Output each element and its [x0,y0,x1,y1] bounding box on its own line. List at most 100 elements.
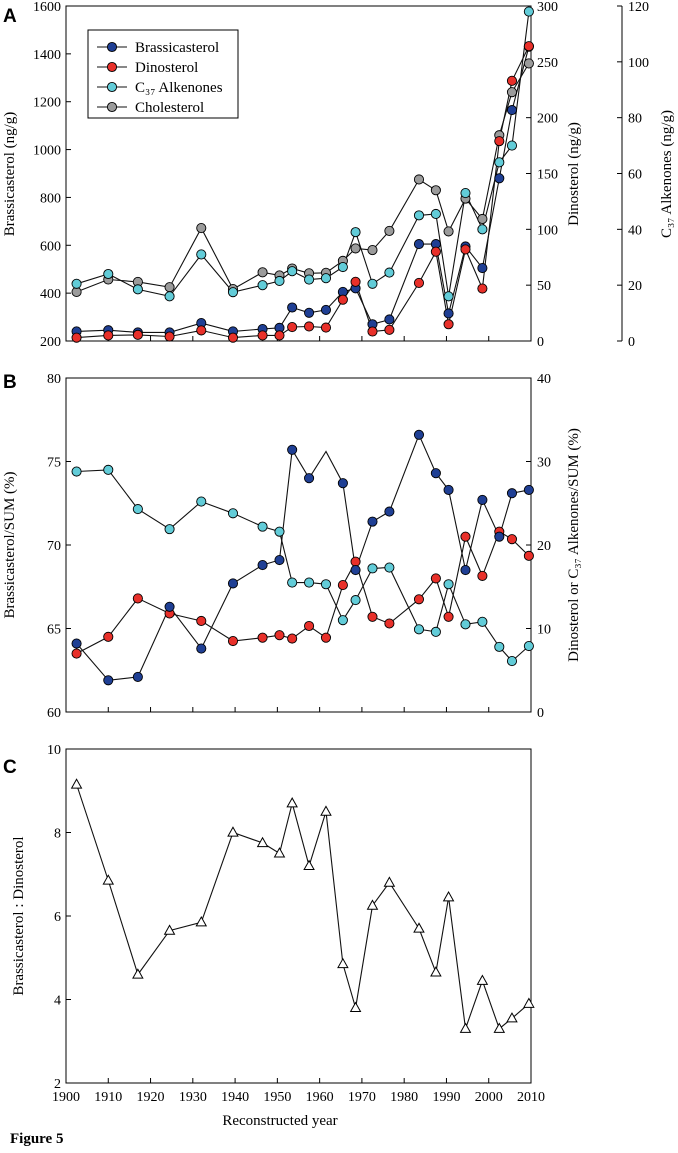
legend-marker-brassicasterol [106,41,118,53]
panel-b-left-tick-label: 80 [47,372,61,387]
panel-b-left-tick-label: 65 [47,623,61,638]
panel-b-left-axis-label: Brassicasterol/SUM (%) [2,471,18,618]
panel-a-dinosterol-point [384,324,395,335]
panel-c-brassicasterol-dinosterol-point [256,836,269,848]
panel-a-cholesterol-point [430,185,441,196]
panel-c-left-axis-label: Brassicasterol : Dinosterol [11,836,27,995]
panel-c-brassicasterol-dinosterol-point [303,859,315,871]
legend-marker-dinosterol [106,61,118,73]
panel-a-brassicasterol-point [304,307,315,318]
panel-a-c37-alkenones-point [523,6,534,17]
panel-a-dinosterol-point [274,330,285,341]
panel-a-dinosterol-point [71,332,82,343]
panel-b-dinosterol-sum-point [320,632,332,643]
panel-a-cholesterol-point [443,226,454,237]
panel-b-dinosterol-sum-point [71,648,82,659]
panel-b-dinosterol-sum-point [506,534,518,545]
panel-a-dinosterol-point [164,331,175,342]
panel-b-c37-alkenones-sum-point [103,464,114,475]
panel-a-dinosterol-point [367,326,378,337]
panel-b-dinosterol-sum-point [103,631,114,642]
panel-c-brassicasterol-dinosterol-point [523,997,535,1008]
panel-c-x-tick-label: 1970 [348,1090,376,1105]
panel-b-dinosterol-sum-point [132,593,143,604]
panel-c-left-tick-label: 8 [54,827,61,842]
panel-a-c37-alkenones-point [320,273,332,284]
panel-a-brassicasterol-point [413,239,425,250]
panel-b-right-tick-label: 40 [537,372,551,387]
panel-a-brassicasterol-point [443,308,454,319]
panel-c-brassicasterol-dinosterol-point [102,874,115,885]
panel-a-right2-tick-label: 40 [628,223,642,238]
panel-c-brassicasterol-dinosterol-point [70,778,83,789]
panel-a-c37-alkenones-point [384,267,395,278]
panel-b-c37-alkenones-sum-point [443,579,454,590]
panel-c-brassicasterol-dinosterol-line [76,784,530,1030]
panel-b-frame [65,377,532,713]
panel-b-dinosterol-sum-point [257,632,268,643]
panel-a-cholesterol-point [477,213,488,225]
panel-a-cholesterol-point [196,223,207,234]
panel-c-brassicasterol-dinosterol-point [273,847,286,858]
panel-b-c37-alkenones-sum-point [430,626,441,637]
panel-a-right2-tick-label: 0 [628,335,635,350]
panel-a-dinosterol-point [443,319,454,330]
panel-b-c37-alkenones-sum-line [76,469,530,662]
panel-c-frame [65,748,532,1084]
panel-b-dinosterol-sum-point [304,620,315,632]
panel-a-cholesterol-point [350,243,361,254]
panel-c-x-tick-label: 1990 [432,1090,460,1105]
panel-b-c37-alkenones-sum-point [384,562,395,573]
panel-a-right1-axis-label: Dinosterol (ng/g) [566,122,582,226]
panel-a-right1-tick-label: 250 [537,56,558,71]
panel-b-dinosterol-sum-point [196,615,207,627]
panel-c-x-tick-label: 1960 [306,1090,334,1105]
panel-a-cholesterol-point [506,87,518,98]
panel-c-left-tick-label: 6 [54,910,61,925]
panel-b-brassicasterol-sum-point [132,671,143,682]
panel-a-right1-tick-label: 200 [537,112,558,127]
panel-a-brassicasterol-point [506,105,518,116]
legend-label-c37-alkenones: C₃₇ Alkenones [135,80,223,96]
panel-b-dinosterol-sum-point [413,594,425,605]
panel-c-left-tick-label: 10 [47,743,61,758]
panel-c-brassicasterol-dinosterol-point [459,1022,472,1033]
panel-c-x-tick-label: 1980 [390,1090,418,1105]
legend-label-dinosterol: Dinosterol [135,60,198,76]
panel-b-c37-alkenones-sum-point [494,641,505,652]
panel-b-dinosterol-sum-point [477,570,488,581]
panel-a-right2-tick-label: 60 [628,168,642,183]
panel-a-c37-alkenones-point [477,224,488,235]
panel-b-brassicasterol-sum-point [304,473,315,484]
panel-a-cholesterol-point [523,58,534,69]
panel-b-brassicasterol-sum-point [477,494,488,505]
panel-a-c37-alkenones-point [257,280,268,291]
panel-b-c37-alkenones-sum-point [320,579,332,590]
panel-b-dinosterol-sum-point [443,611,454,622]
panel-b-right-tick-label: 30 [537,456,551,471]
panel-a-left-tick-label: 600 [40,239,61,254]
panel-a-dinosterol-point [287,321,298,333]
panel-b-c37-alkenones-sum-point [274,526,285,537]
panel-b-c37-alkenones-sum-point [257,521,268,532]
panel-c-brassicasterol-dinosterol-point [383,876,396,887]
panel-b-c37-alkenones-sum-point [164,524,175,535]
panel-b-c37-alkenones-sum-point [337,615,348,626]
panel-c-left-tick-label: 4 [54,994,61,1009]
panel-b-brassicasterol-sum-point [430,468,441,479]
panel-a-left-tick-label: 1600 [33,0,61,15]
panel-c-left-tick-label: 2 [54,1077,61,1092]
panel-a-right1-tick-label: 0 [537,335,544,350]
panel-a-cholesterol-point [413,174,425,185]
panel-a-right2-axis-label: C₃₇ Alkenones (ng/g) [659,110,675,238]
panel-b-c37-alkenones-sum-point [132,504,143,515]
panel-a-brassicasterol-point [477,262,488,274]
panel-b-brassicasterol-sum-point [257,559,268,571]
panel-c-brassicasterol-dinosterol-point [320,805,332,816]
panel-a-left-tick-label: 400 [40,287,61,302]
panel-b-dinosterol-sum-point [274,630,285,641]
panel-b-brassicasterol-sum-point [350,565,361,576]
panel-b-right-tick-label: 20 [537,539,551,554]
panel-a-c37-alkenones-point [227,287,239,298]
panel-a-cholesterol-point [367,245,378,256]
